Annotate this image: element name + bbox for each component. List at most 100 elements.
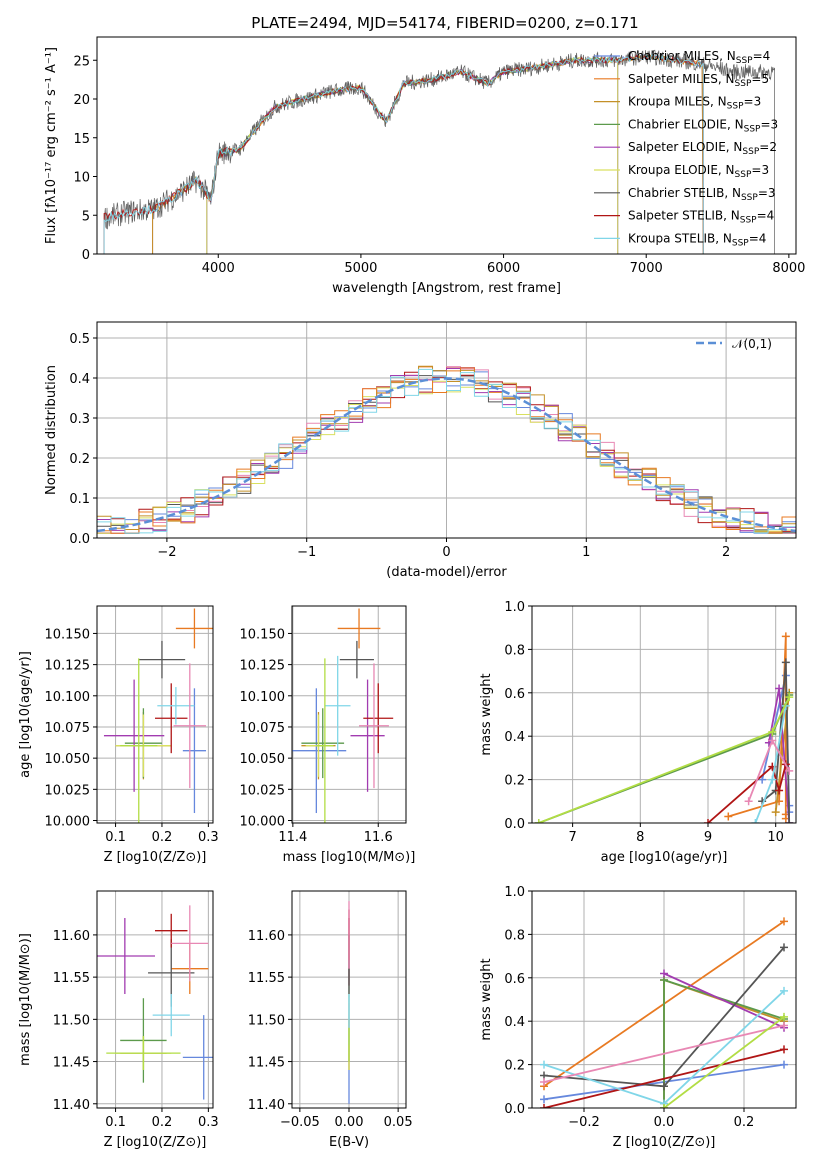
x-tick-label: 0.3 [198, 1115, 219, 1130]
y-tick-label: 1.0 [504, 885, 525, 900]
spectrum-line [206, 56, 619, 254]
weight-marker [724, 812, 733, 821]
legend-entry: Chabrier MILES, NSSP=4 [628, 49, 770, 66]
y-tick-label: 0.2 [504, 774, 525, 789]
y-tick-label: 0.8 [504, 928, 525, 943]
y-tick-label: 5 [82, 209, 90, 224]
weight-marker [780, 1060, 788, 1069]
y-tick-label: 10.075 [240, 721, 286, 736]
x-tick-label: −1 [297, 545, 316, 560]
y-tick-label: 15 [73, 132, 90, 147]
weight-marker [768, 727, 777, 736]
y-tick-label: 10.025 [45, 783, 91, 798]
panel-spectrum: 4000 5000 6000 7000 8000 0 5 10 15 20 25 Chabrier M… [44, 36, 805, 296]
y-tick-label: 11.50 [248, 1013, 285, 1028]
y-axis-label: Normed distribution [44, 365, 59, 495]
x-tick-label: 7 [568, 830, 576, 845]
y-tick-label: 10.100 [240, 690, 286, 705]
x-tick-label: −2 [157, 545, 176, 560]
plot-area [534, 632, 794, 823]
x-tick-label: 8 [636, 830, 644, 845]
x-axis-label: Z [log10(Z/Z⊙)] [104, 1135, 207, 1150]
weight-marker [775, 786, 784, 795]
weight-line [543, 1024, 785, 1083]
legend-entry: Kroupa ELODIE, NSSP=3 [628, 163, 769, 180]
x-tick-label: 0.2 [152, 1115, 173, 1130]
weight-marker [751, 819, 760, 823]
y-tick-label: 0.4 [69, 372, 90, 387]
legend-entry: Kroupa MILES, NSSP=3 [628, 95, 761, 112]
panel-weight-vs-age: 7 8 9 10 0.0 0.2 0.4 0.6 0.8 1.0 age [log10(age/yr… [479, 600, 797, 865]
y-axis-label: mass weight [479, 958, 494, 1040]
y-tick-label: 10.000 [240, 815, 286, 830]
weight-marker [780, 943, 788, 952]
axes-frame [96, 890, 214, 1109]
weight-marker [540, 1077, 548, 1086]
x-axis-label: mass [log10(M/M⊙)] [283, 850, 416, 865]
x-tick-label: 6000 [487, 261, 520, 276]
x-tick-label: −0.2 [568, 1115, 600, 1130]
y-tick-label: 10.150 [240, 627, 286, 642]
x-tick-label: 0.05 [384, 1115, 413, 1130]
weight-marker [780, 1021, 788, 1030]
spectrum-line [206, 57, 619, 254]
x-tick-label: 11.4 [278, 830, 307, 845]
weight-marker [660, 969, 668, 978]
panel-age-vs-mass: 11.4 11.6 10.000 10.025 10.050 10.075 10.100 10… [240, 605, 416, 865]
weight-marker [775, 684, 784, 693]
panel-mass-vs-Z: 0.1 0.2 0.3 11.40 11.45 11.50 11.55 11.60 Z [log… [18, 890, 219, 1150]
y-tick-label: 10.000 [45, 815, 91, 830]
weight-marker [781, 632, 790, 641]
y-tick-label: 10.050 [45, 752, 91, 767]
y-tick-label: 0.6 [504, 972, 525, 987]
weight-marker [534, 819, 543, 823]
y-tick-label: 0.0 [69, 532, 90, 547]
legend-entry: Chabrier STELIB, NSSP=3 [628, 186, 776, 203]
x-tick-label: 0.0 [654, 1115, 675, 1130]
weight-marker [785, 766, 794, 775]
axes-frame [531, 605, 797, 824]
y-tick-label: 25 [73, 54, 90, 69]
y-tick-label: 11.60 [53, 929, 90, 944]
x-tick-label: 0 [442, 545, 450, 560]
legend-entry: Chabrier ELODIE, NSSP=3 [628, 117, 778, 134]
x-axis-label: Z [log10(Z/Z⊙)] [613, 1135, 716, 1150]
axes-frame [96, 605, 214, 824]
y-tick-label: 11.60 [248, 929, 285, 944]
x-axis-label: E(B-V) [329, 1135, 369, 1150]
legend-entry: Salpeter ELODIE, NSSP=2 [628, 140, 777, 157]
weight-marker [768, 775, 777, 784]
y-axis-label: mass [log10(M/M⊙)] [18, 933, 33, 1066]
y-tick-label: 0.2 [69, 452, 90, 467]
weight-marker [781, 658, 790, 667]
weight-marker [785, 693, 794, 702]
panel-mass-vs-EBV: −0.05 0.00 0.05 11.40 11.45 11.50 11.55 11.60 E(… [248, 890, 413, 1150]
plot-area [540, 917, 788, 1108]
axes-frame [291, 605, 407, 824]
weight-marker [540, 1104, 548, 1108]
y-axis-label: age [log10(age/yr)] [18, 651, 33, 778]
y-tick-label: 11.40 [248, 1098, 285, 1113]
x-tick-label: 0.1 [105, 1115, 126, 1130]
x-tick-label: 0.2 [734, 1115, 755, 1130]
axes-frame [531, 890, 797, 1109]
y-tick-label: 11.40 [53, 1098, 90, 1113]
y-tick-label: 0.2 [504, 1059, 525, 1074]
weight-marker [768, 736, 777, 745]
y-tick-label: 0 [82, 248, 90, 263]
weight-line [761, 662, 791, 823]
y-axis-label: Flux [fλ10⁻¹⁷ erg cm⁻² s⁻¹ A⁻¹] [44, 47, 59, 244]
weight-marker [758, 775, 767, 784]
weight-marker [780, 986, 788, 995]
weight-line [538, 696, 791, 823]
weight-marker [660, 1104, 668, 1108]
x-axis-label: age [log10(age/yr)] [601, 850, 728, 865]
y-tick-label: 11.50 [53, 1013, 90, 1028]
legend-entry: Kroupa STELIB, NSSP=4 [628, 231, 766, 248]
plot-area [97, 905, 213, 1100]
weight-marker [540, 1095, 548, 1104]
legend-entry: Salpeter MILES, NSSP=5 [628, 72, 769, 89]
weight-line [663, 972, 785, 1029]
x-tick-label: 0.1 [105, 830, 126, 845]
